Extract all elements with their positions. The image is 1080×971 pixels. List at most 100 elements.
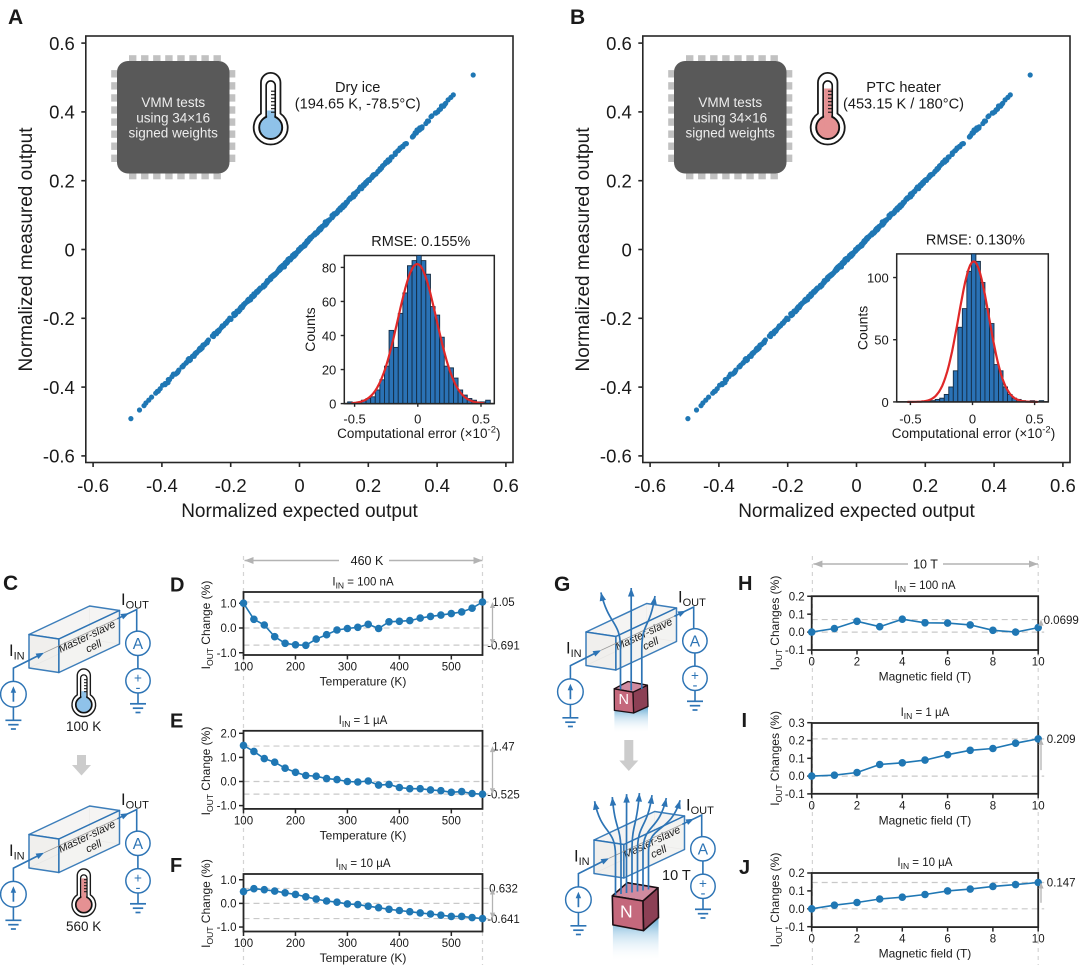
svg-text:H: H [738, 573, 752, 595]
svg-text:0.0: 0.0 [789, 904, 805, 916]
svg-text:Counts: Counts [302, 307, 318, 351]
svg-text:10 T: 10 T [662, 868, 691, 884]
svg-text:Computational error (×10-2): Computational error (×10-2) [337, 425, 500, 442]
svg-text:IOUT Changes (%): IOUT Changes (%) [768, 711, 784, 806]
svg-text:-0.4: -0.4 [43, 377, 75, 398]
svg-text:-0.4: -0.4 [600, 377, 632, 398]
svg-text:Normalized measured output: Normalized measured output [573, 127, 594, 372]
svg-text:0.0: 0.0 [221, 777, 237, 789]
svg-text:B: B [570, 6, 585, 29]
svg-text:A: A [133, 836, 144, 853]
svg-text:10: 10 [1032, 934, 1045, 946]
svg-text:0.4: 0.4 [49, 102, 75, 123]
svg-text:-0.2: -0.2 [772, 475, 804, 496]
svg-text:A: A [698, 841, 709, 858]
svg-text:0.4: 0.4 [981, 475, 1007, 496]
svg-text:-0.2: -0.2 [215, 475, 247, 496]
svg-text:400: 400 [390, 662, 409, 674]
svg-text:Counts: Counts [854, 306, 870, 350]
svg-text:VMM tests: VMM tests [141, 95, 205, 110]
svg-text:IOUT Change (%): IOUT Change (%) [199, 581, 215, 670]
svg-text:0.2: 0.2 [789, 736, 805, 748]
svg-text:6: 6 [944, 657, 950, 669]
svg-text:0.1: 0.1 [789, 609, 805, 621]
svg-text:200: 200 [286, 938, 305, 950]
svg-text:Temperature (K): Temperature (K) [320, 828, 407, 842]
svg-text:0: 0 [414, 412, 421, 427]
svg-text:IIN = 1 µA: IIN = 1 µA [339, 715, 388, 729]
svg-text:0.5: 0.5 [472, 412, 490, 427]
svg-text:0.2: 0.2 [912, 475, 938, 496]
svg-text:0.5: 0.5 [1026, 412, 1044, 427]
svg-text:100 K: 100 K [66, 719, 101, 734]
svg-text:100: 100 [234, 816, 253, 828]
svg-text:0: 0 [329, 397, 336, 412]
svg-text:I: I [742, 710, 748, 732]
svg-text:N: N [618, 692, 628, 708]
svg-text:-0.525: -0.525 [487, 789, 520, 801]
svg-text:1.0: 1.0 [221, 875, 237, 887]
svg-text:100: 100 [234, 662, 253, 674]
svg-text:400: 400 [390, 938, 409, 950]
svg-text:0.2: 0.2 [355, 475, 381, 496]
svg-text:0.6: 0.6 [1050, 475, 1076, 496]
svg-text:IIN = 10 µA: IIN = 10 µA [335, 858, 390, 872]
svg-text:0.147: 0.147 [1047, 878, 1076, 890]
svg-text:1.0: 1.0 [221, 598, 237, 610]
svg-text:+: + [134, 670, 142, 685]
svg-text:6: 6 [944, 800, 950, 812]
svg-text:-0.6: -0.6 [600, 446, 632, 467]
svg-text:0.0: 0.0 [221, 899, 237, 911]
svg-text:500: 500 [442, 938, 461, 950]
svg-text:using 34×16: using 34×16 [693, 110, 767, 125]
svg-text:8: 8 [990, 934, 996, 946]
svg-text:(453.15 K / 180°C): (453.15 K / 180°C) [843, 96, 964, 112]
svg-text:IOUT Changes (%): IOUT Changes (%) [768, 853, 784, 948]
svg-text:A: A [133, 636, 144, 653]
svg-text:J: J [739, 857, 750, 879]
svg-text:2: 2 [854, 934, 860, 946]
svg-text:IIN = 100 nA: IIN = 100 nA [332, 577, 394, 591]
svg-text:Temperature (K): Temperature (K) [320, 675, 407, 689]
svg-text:0: 0 [808, 657, 814, 669]
svg-text:A: A [690, 633, 701, 650]
svg-text:10: 10 [1032, 800, 1045, 812]
svg-text:4: 4 [899, 800, 906, 812]
svg-text:100: 100 [234, 938, 253, 950]
svg-text:0.632: 0.632 [489, 884, 518, 896]
svg-text:2: 2 [854, 657, 860, 669]
svg-text:0: 0 [808, 800, 814, 812]
svg-text:460 K: 460 K [351, 554, 384, 568]
svg-text:-0.6: -0.6 [43, 446, 75, 467]
svg-text:-1.0: -1.0 [217, 922, 237, 934]
svg-text:0.209: 0.209 [1047, 734, 1076, 746]
svg-text:300: 300 [338, 938, 357, 950]
svg-text:-1.0: -1.0 [217, 801, 237, 813]
svg-text:PTC heater: PTC heater [866, 80, 941, 96]
svg-text:IOUT Change (%): IOUT Change (%) [199, 859, 215, 948]
svg-text:D: D [170, 575, 184, 597]
svg-text:0.1: 0.1 [789, 886, 805, 898]
svg-text:10 T: 10 T [913, 557, 938, 571]
svg-text:100: 100 [867, 271, 889, 286]
svg-text:4: 4 [899, 657, 906, 669]
svg-text:signed weights: signed weights [686, 126, 776, 141]
svg-text:1.05: 1.05 [492, 597, 514, 609]
svg-text:10: 10 [1032, 657, 1045, 669]
svg-text:0: 0 [65, 239, 75, 260]
svg-text:0: 0 [622, 239, 632, 260]
svg-text:+: + [691, 668, 699, 683]
svg-text:0.2: 0.2 [789, 591, 805, 603]
svg-text:Normalized expected output: Normalized expected output [738, 501, 975, 522]
svg-text:0.1: 0.1 [789, 753, 805, 765]
svg-text:0.2: 0.2 [789, 868, 805, 880]
svg-text:4: 4 [899, 934, 906, 946]
svg-text:0.0: 0.0 [789, 627, 805, 639]
svg-text:50: 50 [874, 333, 888, 348]
svg-text:2.0: 2.0 [221, 728, 237, 740]
svg-text:Normalized measured output: Normalized measured output [16, 127, 37, 372]
svg-text:RMSE: 0.155%: RMSE: 0.155% [371, 234, 470, 250]
svg-text:8: 8 [990, 657, 996, 669]
svg-text:+: + [699, 876, 707, 891]
svg-text:-: - [136, 679, 141, 696]
